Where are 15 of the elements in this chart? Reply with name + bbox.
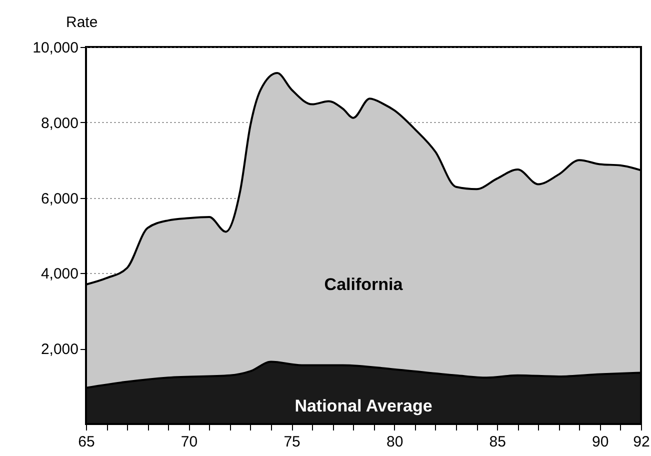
y-tick-label: 2,000 — [40, 341, 78, 358]
x-tick-label: 70 — [180, 434, 198, 450]
y-tick-label: 4,000 — [40, 266, 78, 283]
x-tick-label: 75 — [284, 434, 300, 450]
x-tick-label: 85 — [489, 434, 506, 450]
y-tick-label: 6,000 — [40, 190, 78, 208]
y-tick-label: 10,000 — [32, 40, 78, 56]
x-tick-label: 90 — [592, 434, 609, 450]
y-tick-label: 8,000 — [40, 114, 78, 132]
x-tick-label: 65 — [78, 434, 95, 450]
x-tick-label: 92 — [633, 434, 650, 450]
series-label: California — [324, 275, 404, 294]
x-tick-label: 80 — [386, 434, 404, 450]
y-axis-title: Rate — [66, 14, 98, 31]
series-label: National Average — [294, 396, 432, 416]
